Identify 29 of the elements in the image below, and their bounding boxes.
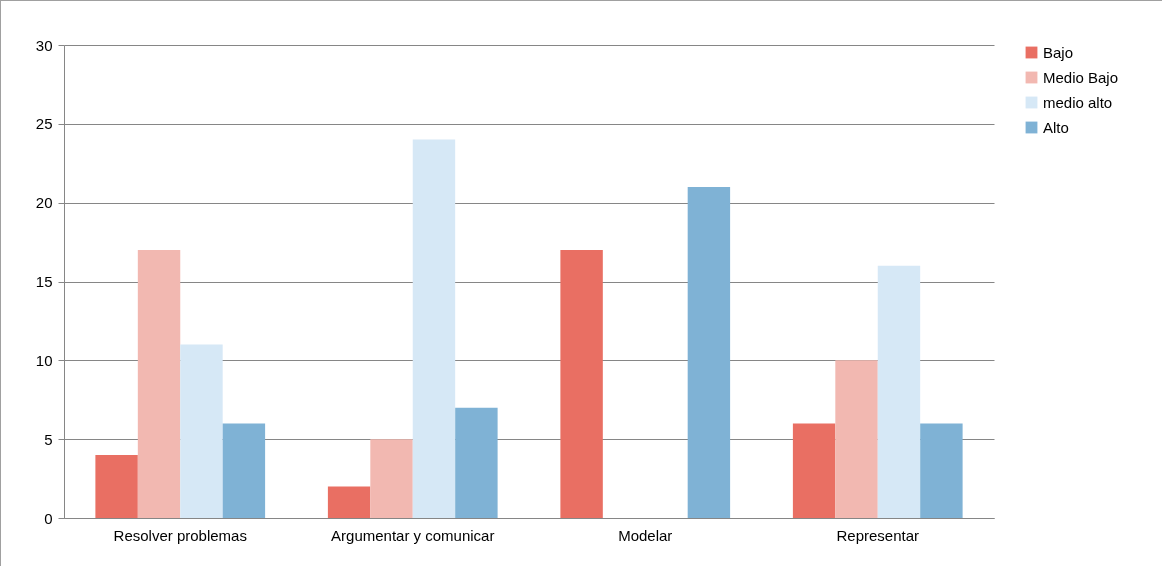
legend-label: Bajo xyxy=(1043,43,1074,61)
bar xyxy=(687,186,731,518)
y-tick-label: 20 xyxy=(35,194,53,212)
bar xyxy=(137,249,181,518)
bar xyxy=(370,439,413,518)
bar xyxy=(95,454,138,518)
y-tick-label: 0 xyxy=(44,509,53,527)
y-tick-label: 10 xyxy=(35,351,53,369)
legend-label: Alto xyxy=(1043,118,1069,136)
bar xyxy=(222,423,266,518)
legend-label: Medio Bajo xyxy=(1043,68,1119,86)
bar xyxy=(835,360,878,518)
bar xyxy=(877,265,921,518)
bar xyxy=(792,423,836,518)
x-tick-label: Argumentar y comunicar xyxy=(331,526,495,544)
bar xyxy=(920,423,963,518)
y-tick-label: 5 xyxy=(44,430,53,448)
bar xyxy=(560,249,603,518)
bar xyxy=(327,486,371,518)
y-tick-label: 15 xyxy=(35,273,53,290)
x-tick-label: Resolver problemas xyxy=(113,526,247,544)
y-tick-label: 30 xyxy=(35,36,53,54)
x-tick-label: Representar xyxy=(836,526,920,544)
bar xyxy=(180,344,223,518)
bar xyxy=(412,139,456,518)
bar xyxy=(455,407,498,518)
x-tick-label: Modelar xyxy=(618,526,673,544)
legend-label: medio alto xyxy=(1043,93,1113,111)
y-tick-label: 25 xyxy=(35,115,53,133)
